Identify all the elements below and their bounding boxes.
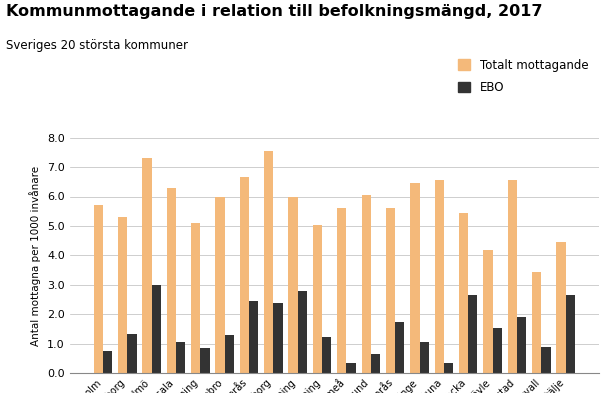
- Bar: [483, 250, 492, 373]
- Legend: Totalt mottagande, EBO: Totalt mottagande, EBO: [454, 54, 593, 99]
- Text: Sveriges 20 största kommuner: Sveriges 20 största kommuner: [6, 39, 188, 52]
- Bar: [347, 363, 356, 373]
- Bar: [371, 354, 380, 373]
- Bar: [322, 336, 332, 373]
- Bar: [249, 301, 258, 373]
- Bar: [541, 347, 551, 373]
- Bar: [200, 348, 209, 373]
- Bar: [103, 351, 112, 373]
- Y-axis label: Antal mottagna per 1000 invånare: Antal mottagna per 1000 invånare: [30, 165, 41, 345]
- Bar: [566, 295, 575, 373]
- Bar: [419, 342, 429, 373]
- Bar: [127, 334, 137, 373]
- Bar: [362, 195, 371, 373]
- Bar: [532, 272, 541, 373]
- Bar: [434, 180, 444, 373]
- Bar: [240, 177, 249, 373]
- Bar: [167, 187, 176, 373]
- Bar: [492, 328, 502, 373]
- Bar: [517, 318, 526, 373]
- Bar: [508, 180, 517, 373]
- Bar: [444, 363, 453, 373]
- Bar: [395, 322, 404, 373]
- Bar: [459, 213, 468, 373]
- Bar: [313, 224, 322, 373]
- Bar: [337, 208, 347, 373]
- Bar: [118, 217, 127, 373]
- Text: Kommunmottagande i relation till befolkningsmängd, 2017: Kommunmottagande i relation till befolkn…: [6, 4, 543, 19]
- Bar: [224, 335, 234, 373]
- Bar: [386, 208, 395, 373]
- Bar: [152, 285, 161, 373]
- Bar: [215, 196, 224, 373]
- Bar: [273, 303, 283, 373]
- Bar: [264, 151, 273, 373]
- Bar: [289, 196, 298, 373]
- Bar: [298, 291, 307, 373]
- Bar: [94, 205, 103, 373]
- Bar: [557, 242, 566, 373]
- Bar: [410, 183, 419, 373]
- Bar: [142, 158, 152, 373]
- Bar: [176, 342, 185, 373]
- Bar: [191, 223, 200, 373]
- Bar: [468, 295, 477, 373]
